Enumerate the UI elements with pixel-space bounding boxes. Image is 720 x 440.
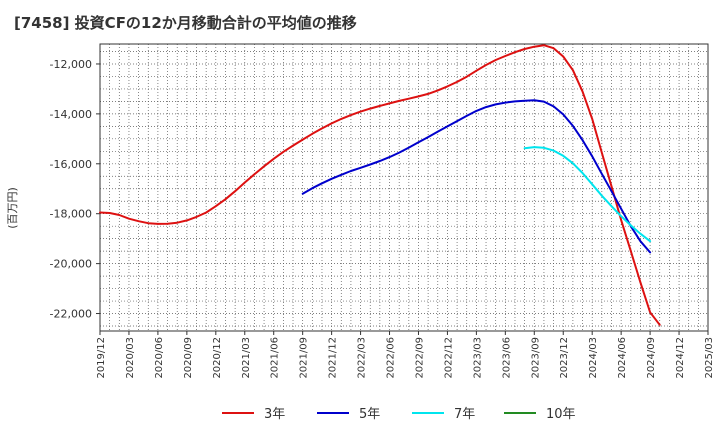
x-tick-label: 2023/12 <box>559 337 570 379</box>
x-tick-label: 2021/03 <box>241 337 252 379</box>
x-tick-label: 2022/03 <box>357 337 368 379</box>
plot-background <box>100 44 708 331</box>
legend-label: 10年 <box>546 407 576 422</box>
y-tick-label: -14,000 <box>50 108 92 121</box>
y-tick-labels: -12,000 -14,000 -16,000 -18,000 -20,000 -22,0… <box>50 58 92 321</box>
series-lines <box>99 44 661 326</box>
legend-item-7年: 7年 <box>412 407 475 422</box>
y-axis-unit-label: (百万円) <box>6 187 19 229</box>
series-line-5年 <box>301 99 652 254</box>
x-tick-label: 2022/09 <box>414 337 425 379</box>
x-tick-label: 2020/06 <box>154 337 165 379</box>
y-tick-label: -16,000 <box>50 158 92 171</box>
x-tick-label: 2020/03 <box>125 337 136 379</box>
x-tick-label: 2019/12 <box>96 337 107 379</box>
legend-item-3年: 3年 <box>222 407 285 422</box>
x-tick-label: 2021/12 <box>328 337 339 379</box>
x-tick-label: 2020/12 <box>212 337 223 379</box>
legend-item-10年: 10年 <box>504 407 576 422</box>
plot-area <box>100 44 708 331</box>
x-tick-label: 2024/06 <box>617 337 628 379</box>
y-tick-label: -18,000 <box>50 208 92 221</box>
x-tick-label: 2025/03 <box>704 337 715 379</box>
y-axis-unit-text: (百万円) <box>6 187 19 229</box>
x-tick-label: 2023/09 <box>530 337 541 379</box>
x-tick-label: 2021/06 <box>270 337 281 379</box>
x-tick-label: 2022/06 <box>386 337 397 379</box>
legend-label: 3年 <box>264 407 285 422</box>
legend-label: 7年 <box>454 407 475 422</box>
chart-title: [7458] 投資CFの12か月移動合計の平均値の推移 <box>14 14 357 32</box>
x-tick-labels: 2019/12 2020/03 2020/06 2020/09 2020/12 2021/… <box>96 337 715 379</box>
x-tick-label: 2021/09 <box>299 337 310 379</box>
series-line-3年 <box>99 44 661 326</box>
y-tick-label: -22,000 <box>50 308 92 321</box>
legend: 3年 5年 7年 10年 <box>222 407 576 422</box>
axes <box>96 43 709 335</box>
x-tick-label: 2024/09 <box>646 337 657 379</box>
x-tick-label: 2024/12 <box>675 337 686 379</box>
plot-border <box>99 43 709 332</box>
x-tick-label: 2022/12 <box>443 337 454 379</box>
series-line-7年 <box>523 146 652 243</box>
y-tick-label: -12,000 <box>50 58 92 71</box>
x-tick-label: 2020/09 <box>183 337 194 379</box>
x-tick-label: 2023/06 <box>501 337 512 379</box>
legend-label: 5年 <box>359 407 380 422</box>
y-tick-label: -20,000 <box>50 258 92 271</box>
grid-lines <box>99 44 709 331</box>
legend-item-5年: 5年 <box>317 407 380 422</box>
x-tick-label: 2024/03 <box>588 337 599 379</box>
x-tick-label: 2023/03 <box>472 337 483 379</box>
